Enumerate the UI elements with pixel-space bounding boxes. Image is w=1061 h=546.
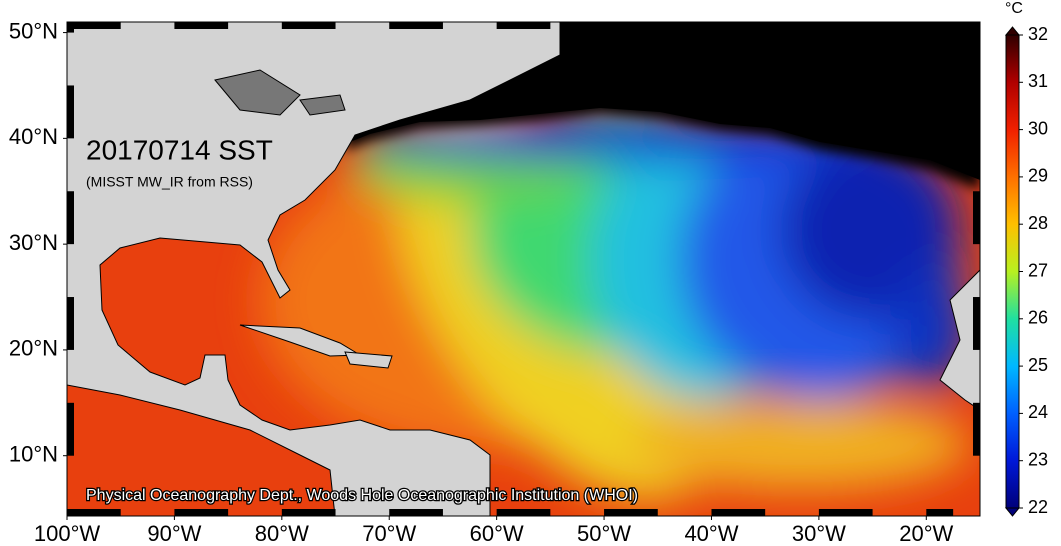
- colorbar-label: 30: [1028, 118, 1048, 138]
- lon-label: 60°W: [470, 521, 524, 546]
- lat-label: 10°N: [9, 442, 58, 467]
- border-segment: [973, 85, 980, 139]
- border-segment: [174, 509, 229, 516]
- border-segment: [711, 509, 766, 516]
- map-subtitle: (MISST MW_IR from RSS): [86, 174, 253, 190]
- colorbar-unit: °C: [1005, 0, 1023, 17]
- colorbar-label: 23: [1028, 449, 1048, 469]
- border-segment: [973, 27, 980, 33]
- lon-label: 80°W: [255, 521, 309, 546]
- border-segment: [604, 509, 658, 516]
- border-segment: [496, 509, 551, 516]
- lon-label: 100°W: [34, 521, 101, 546]
- border-segment: [973, 191, 980, 245]
- colorbar-label: 25: [1028, 355, 1048, 375]
- sst-field: [67, 22, 980, 516]
- border-segment: [67, 509, 121, 516]
- border-segment: [281, 22, 336, 29]
- border-segment: [67, 402, 74, 456]
- border-segment: [67, 85, 74, 139]
- colorbar: [1005, 34, 1020, 509]
- colorbar-bottom-arrow: [1004, 507, 1021, 517]
- land-hispaniola: [344, 351, 393, 369]
- credit: Physical Oceanography Dept., Woods Hole …: [86, 487, 638, 504]
- colorbar-label: 24: [1028, 402, 1048, 422]
- colorbar-label: 29: [1028, 166, 1048, 186]
- lon-label: 30°W: [792, 521, 846, 546]
- lon-label: 70°W: [362, 521, 416, 546]
- colorbar-label: 22: [1028, 497, 1048, 517]
- border-segment: [973, 297, 980, 350]
- colorbar-label: 32: [1028, 24, 1048, 44]
- colorbar-label: 31: [1028, 71, 1048, 91]
- land-africa: [939, 269, 980, 411]
- border-segment: [67, 297, 74, 350]
- border-segment: [496, 22, 551, 29]
- great-lakes: [214, 69, 346, 116]
- border-segment: [281, 509, 336, 516]
- border-segment: [711, 22, 766, 29]
- colorbar-label: 26: [1028, 308, 1048, 328]
- border-segment: [67, 27, 74, 33]
- lat-label: 20°N: [9, 336, 58, 361]
- map-title: 20170714 SST: [86, 134, 273, 165]
- border-segment: [818, 22, 873, 29]
- border-segment: [174, 22, 229, 29]
- border-segment: [926, 509, 954, 516]
- colorbar-label: 27: [1028, 260, 1048, 280]
- border-segment: [926, 22, 954, 29]
- border-segment: [973, 402, 980, 456]
- border-segment: [389, 509, 443, 516]
- border-segment: [389, 22, 443, 29]
- lon-label: 90°W: [147, 521, 201, 546]
- border-segment: [818, 509, 873, 516]
- colorbar-top-arrow: [1004, 26, 1021, 36]
- border-segment: [67, 22, 121, 29]
- lat-label: 40°N: [9, 124, 58, 149]
- lon-label: 40°W: [684, 521, 738, 546]
- lon-label: 50°W: [577, 521, 631, 546]
- lat-label: 50°N: [9, 18, 58, 43]
- border-segment: [67, 191, 74, 245]
- colorbar-label: 28: [1028, 213, 1048, 233]
- sst-patterns: [260, 99, 970, 501]
- land-americas: [67, 22, 561, 516]
- frame-border: [67, 22, 980, 516]
- border-segment: [604, 22, 658, 29]
- lat-label: 30°N: [9, 230, 58, 255]
- lon-label: 20°W: [899, 521, 953, 546]
